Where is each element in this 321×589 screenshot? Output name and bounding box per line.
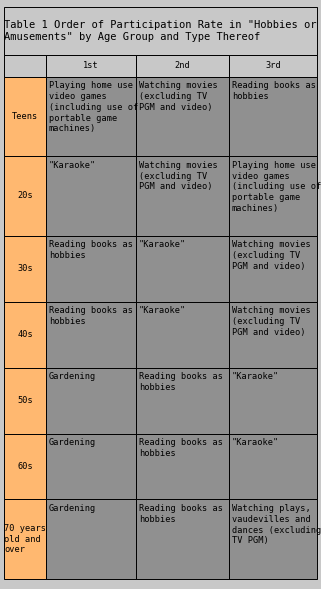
Text: Reading books as
hobbies: Reading books as hobbies — [232, 81, 316, 101]
Bar — [136, 499, 229, 579]
Bar — [4, 7, 317, 55]
Bar — [229, 434, 317, 499]
Text: Watching movies
(excluding TV
PGM and video): Watching movies (excluding TV PGM and vi… — [139, 161, 218, 191]
Text: Watching movies
(excluding TV
PGM and video): Watching movies (excluding TV PGM and vi… — [139, 81, 218, 112]
Bar — [4, 368, 46, 434]
Text: "Karaoke": "Karaoke" — [232, 438, 279, 447]
Text: 70 years
old and
over: 70 years old and over — [4, 524, 46, 554]
Bar — [4, 77, 46, 156]
Text: Gardening: Gardening — [49, 504, 96, 513]
Bar — [46, 499, 136, 579]
Bar — [46, 236, 136, 302]
Bar — [4, 156, 46, 236]
Bar — [46, 55, 136, 77]
Text: "Karaoke": "Karaoke" — [139, 306, 186, 315]
Bar — [229, 77, 317, 156]
Bar — [136, 434, 229, 499]
Text: "Karaoke": "Karaoke" — [232, 372, 279, 381]
Text: Watching movies
(excluding TV
PGM and video): Watching movies (excluding TV PGM and vi… — [232, 306, 310, 337]
Text: 60s: 60s — [17, 462, 33, 471]
Bar — [4, 499, 46, 579]
Bar — [136, 156, 229, 236]
Text: "Karaoke": "Karaoke" — [49, 161, 96, 170]
Text: Reading books as
hobbies: Reading books as hobbies — [139, 372, 223, 392]
Bar — [46, 77, 136, 156]
Text: Watching plays,
vaudevilles and
dances (excluding
TV PGM): Watching plays, vaudevilles and dances (… — [232, 504, 321, 545]
Text: Teens: Teens — [12, 112, 38, 121]
Bar — [136, 302, 229, 368]
Text: 50s: 50s — [17, 396, 33, 405]
Bar — [4, 236, 46, 302]
Bar — [229, 55, 317, 77]
Text: Playing home use
video games
(including use of
portable game
machines): Playing home use video games (including … — [232, 161, 321, 213]
Bar — [46, 368, 136, 434]
Bar — [136, 236, 229, 302]
Bar — [46, 156, 136, 236]
Bar — [136, 55, 229, 77]
Bar — [4, 434, 46, 499]
Text: 2nd: 2nd — [175, 61, 191, 71]
Bar — [229, 499, 317, 579]
Bar — [229, 236, 317, 302]
Text: 3rd: 3rd — [265, 61, 281, 71]
Bar — [136, 77, 229, 156]
Text: Table 1 Order of Participation Rate in "Hobbies or
Amusements" by Age Group and : Table 1 Order of Participation Rate in "… — [4, 20, 317, 42]
Bar — [136, 368, 229, 434]
Bar — [229, 156, 317, 236]
Text: 20s: 20s — [17, 191, 33, 200]
Text: Reading books as
hobbies: Reading books as hobbies — [139, 438, 223, 458]
Text: Reading books as
hobbies: Reading books as hobbies — [49, 240, 133, 260]
Bar — [46, 434, 136, 499]
Text: 30s: 30s — [17, 264, 33, 273]
Text: Playing home use
video games
(including use of
portable game
machines): Playing home use video games (including … — [49, 81, 138, 133]
Text: Gardening: Gardening — [49, 372, 96, 381]
Text: Reading books as
hobbies: Reading books as hobbies — [139, 504, 223, 524]
Text: 1st: 1st — [83, 61, 99, 71]
Bar — [46, 302, 136, 368]
Text: 40s: 40s — [17, 330, 33, 339]
Text: "Karaoke": "Karaoke" — [139, 240, 186, 249]
Bar — [4, 55, 46, 77]
Text: Watching movies
(excluding TV
PGM and video): Watching movies (excluding TV PGM and vi… — [232, 240, 310, 271]
Bar — [4, 302, 46, 368]
Text: Gardening: Gardening — [49, 438, 96, 447]
Bar — [229, 302, 317, 368]
Text: Reading books as
hobbies: Reading books as hobbies — [49, 306, 133, 326]
Bar — [229, 368, 317, 434]
